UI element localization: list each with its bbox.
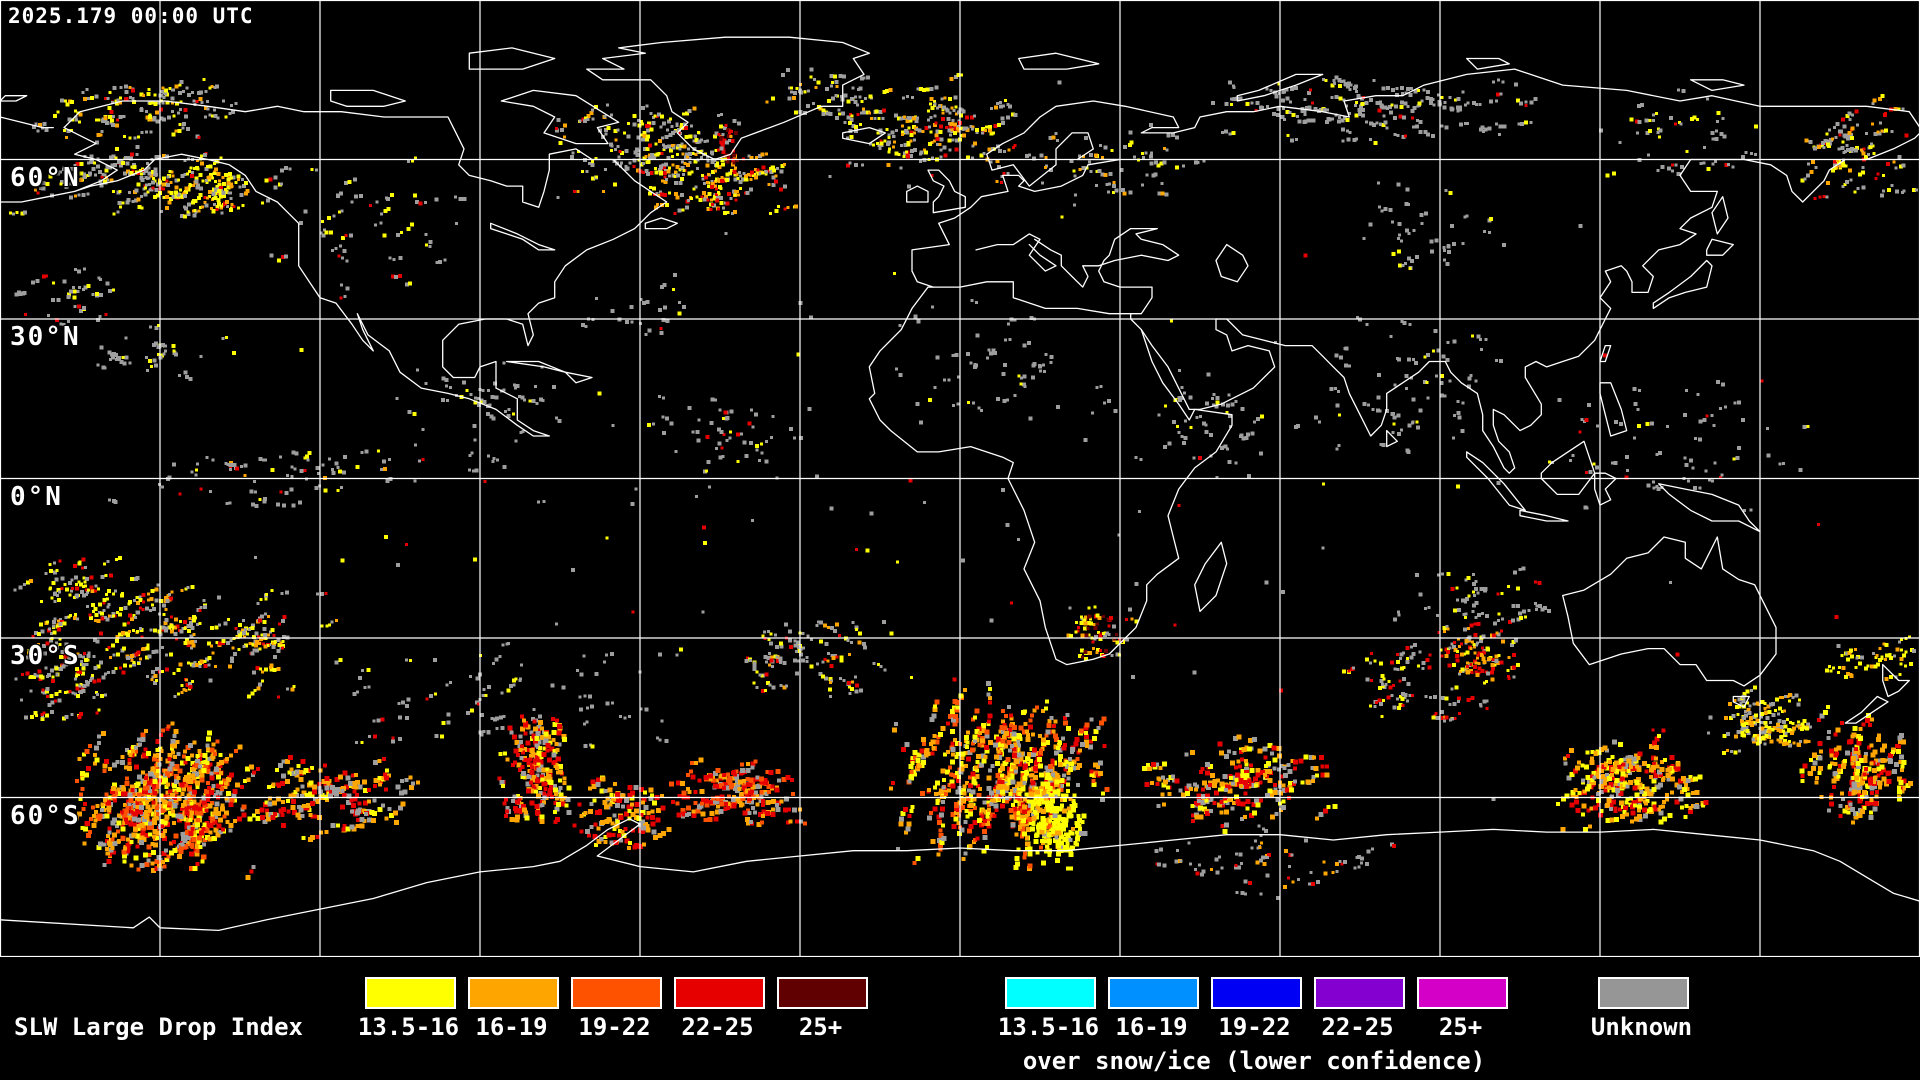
coastline-newfoundland <box>644 217 678 230</box>
coastline-turkey-blacksea-levant <box>1098 227 1180 315</box>
coastline-new-siberian <box>1690 79 1745 92</box>
coastline-hispaniola <box>564 371 593 384</box>
coastline-europe-west <box>911 158 1121 288</box>
coastline-madagascar <box>1194 541 1228 613</box>
legend-label-normal-3: 22-25 <box>681 1013 754 1041</box>
world-map <box>0 0 1920 957</box>
legend-swatch-snowice-0 <box>1005 977 1096 1009</box>
coastline-adriatic-greece <box>1034 238 1100 288</box>
legend-swatch-normal-4 <box>777 977 868 1009</box>
coastline-greenland <box>586 36 870 161</box>
coastline-caspian <box>1215 243 1249 283</box>
coastline-tasmania <box>1732 695 1750 708</box>
legend-label-snowice-0: 13.5-16 <box>997 1013 1100 1041</box>
legend-swatch-snowice-2 <box>1211 977 1302 1009</box>
legend-swatch-normal-1 <box>468 977 559 1009</box>
legend-swatch-snowice-4 <box>1417 977 1508 1009</box>
lat-label-0n: 0°N <box>10 481 63 512</box>
lat-label-30s: 30°S <box>10 641 81 671</box>
slw-data-speckles <box>9 67 1920 901</box>
timestamp-label: 2025.179 00:00 UTC <box>8 4 254 28</box>
legend-swatch-unknown <box>1598 977 1689 1009</box>
legend: SLW Large Drop Index 13.5-16 16-19 19-22 22… <box>0 957 1920 1080</box>
coastline-philippines <box>1599 382 1628 437</box>
legend-title: SLW Large Drop Index <box>14 1013 303 1041</box>
legend-swatch-snowice-1 <box>1108 977 1199 1009</box>
coastline-victoria-island <box>330 89 406 107</box>
coastline-arabia <box>1140 318 1276 411</box>
legend-swatch-normal-2 <box>571 977 662 1009</box>
coastline-chukotka <box>0 116 54 129</box>
coastline-antarctica <box>0 818 1920 932</box>
graticule <box>0 0 1920 957</box>
coastline-sakhalin <box>1711 196 1729 235</box>
legend-swatch-normal-3 <box>674 977 765 1009</box>
legend-label-normal-1: 16-19 <box>475 1013 548 1041</box>
legend-swatch-snowice-3 <box>1314 977 1405 1009</box>
legend-label-unknown: Unknown <box>1590 1013 1693 1041</box>
coastline-wrangel <box>0 95 28 102</box>
coastline-africa <box>868 281 1233 666</box>
lat-label-60s: 60°S <box>10 800 81 831</box>
coastlines <box>0 36 1920 932</box>
coastline-severnaya-zemlya <box>1466 57 1510 70</box>
legend-label-normal-2: 19-22 <box>578 1013 651 1041</box>
coastline-sri-lanka <box>1386 429 1398 448</box>
coastline-java <box>1519 509 1569 522</box>
legend-label-snowice-3: 22-25 <box>1321 1013 1394 1041</box>
coastline-new-guinea <box>1658 483 1761 533</box>
coastline-baffin <box>500 89 620 145</box>
coastline-scandinavia-arctic-russia <box>986 68 1920 187</box>
coastline-australia <box>1562 536 1777 687</box>
coastline-great-lakes <box>490 222 556 251</box>
lat-label-60n: 60°N <box>10 162 81 193</box>
coastline-svalbard <box>1018 52 1100 70</box>
coastline-ellesmere <box>468 47 556 70</box>
coastline-asia-south-east <box>1215 132 1920 474</box>
legend-swatch-normal-0 <box>365 977 456 1009</box>
legend-label-snowice-2: 19-22 <box>1218 1013 1291 1041</box>
legend-snow-ice-subtitle: over snow/ice (lower confidence) <box>1022 1047 1486 1075</box>
coastline-iceland <box>842 126 886 145</box>
coastline-nz-north <box>1882 663 1910 698</box>
legend-label-snowice-1: 16-19 <box>1115 1013 1188 1041</box>
legend-label-normal-4: 25+ <box>798 1013 843 1041</box>
coastline-med-italy <box>975 233 1057 272</box>
legend-label-normal-0: 13.5-16 <box>357 1013 460 1041</box>
coastline-nz-south <box>1844 695 1889 724</box>
coastline-taiwan <box>1599 344 1612 363</box>
coastline-novaya-zemlya <box>1236 73 1324 102</box>
coastline-north-america <box>63 100 668 437</box>
coastline-ireland <box>906 185 929 203</box>
coastline-uk <box>927 169 966 214</box>
coastline-sumatra <box>1466 451 1526 512</box>
coastline-hokkaido <box>1706 238 1734 256</box>
legend-label-snowice-4: 25+ <box>1438 1013 1483 1041</box>
coastline-sulawesi <box>1594 472 1617 506</box>
lat-label-30n: 30°N <box>10 322 81 352</box>
coastline-japan-honshu <box>1652 259 1713 310</box>
coastline-aleutians <box>0 190 76 203</box>
